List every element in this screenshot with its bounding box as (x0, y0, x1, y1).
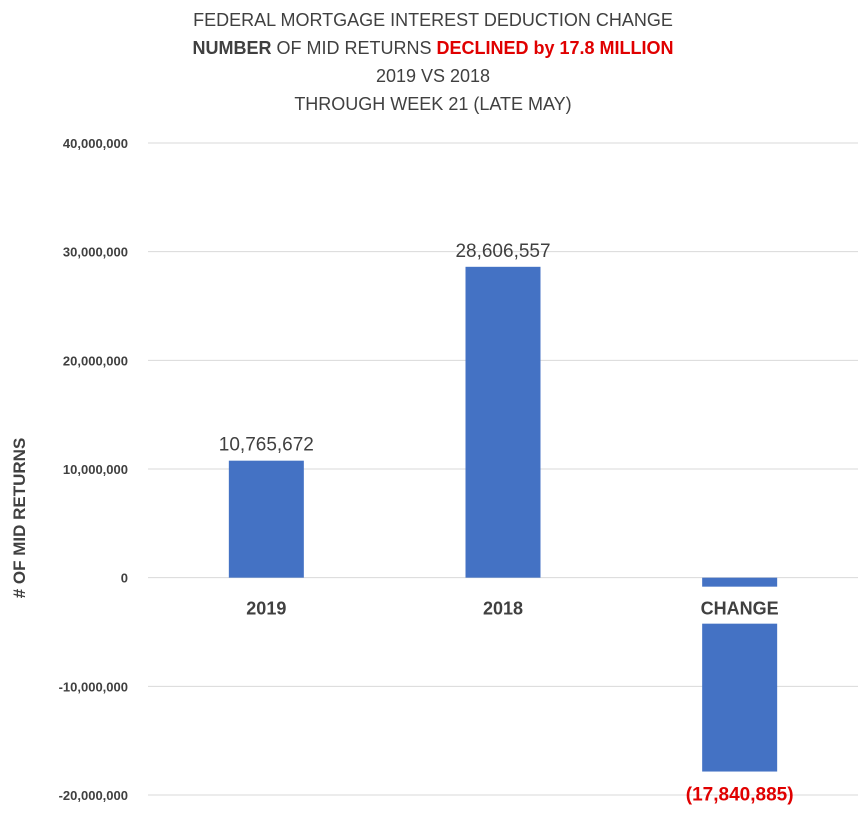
y-tick-label: 40,000,000 (63, 136, 128, 151)
y-axis-ticks: 40,000,000 30,000,000 20,000,000 10,000,000… (59, 136, 128, 803)
data-label: 10,765,672 (219, 435, 314, 456)
title-subject: OF MID RETURNS (271, 38, 437, 58)
y-tick-label: 30,000,000 (63, 245, 128, 260)
category-labels: 2019 2018 CHANGE (246, 599, 778, 619)
title-emphasis: NUMBER (192, 38, 272, 58)
category-label: CHANGE (701, 599, 779, 619)
bar-2019 (228, 460, 304, 578)
title-line-1: FEDERAL MORTGAGE INTEREST DEDUCTION CHAN… (193, 10, 673, 30)
title-line-4: THROUGH WEEK 21 (LATE MAY) (294, 94, 572, 114)
data-label: 28,606,557 (455, 241, 550, 262)
y-tick-label: 10,000,000 (63, 462, 128, 477)
category-label: 2018 (483, 599, 523, 619)
title-line-2: NUMBER OF MID RETURNS DECLINED by 17.8 M… (0, 34, 866, 62)
title-line-3: 2019 VS 2018 (375, 66, 491, 86)
bars (228, 266, 779, 772)
data-labels: 10,765,672 28,606,557 (17,840,885) (219, 241, 794, 806)
bar-2018 (465, 266, 541, 578)
title-highlight: DECLINED by 17.8 MILLION (436, 38, 674, 58)
y-axis-title: # OF MID RETURNS (10, 438, 29, 599)
category-label-backdrop (701, 586, 779, 624)
y-tick-label: -10,000,000 (59, 679, 128, 694)
chart-title: FEDERAL MORTGAGE INTEREST DEDUCTION CHAN… (0, 6, 866, 118)
y-tick-label: -20,000,000 (59, 788, 128, 803)
data-label: (17,840,885) (686, 785, 794, 806)
category-label: 2019 (246, 599, 286, 619)
y-tick-label: 0 (121, 571, 128, 586)
y-tick-label: 20,000,000 (63, 353, 128, 368)
